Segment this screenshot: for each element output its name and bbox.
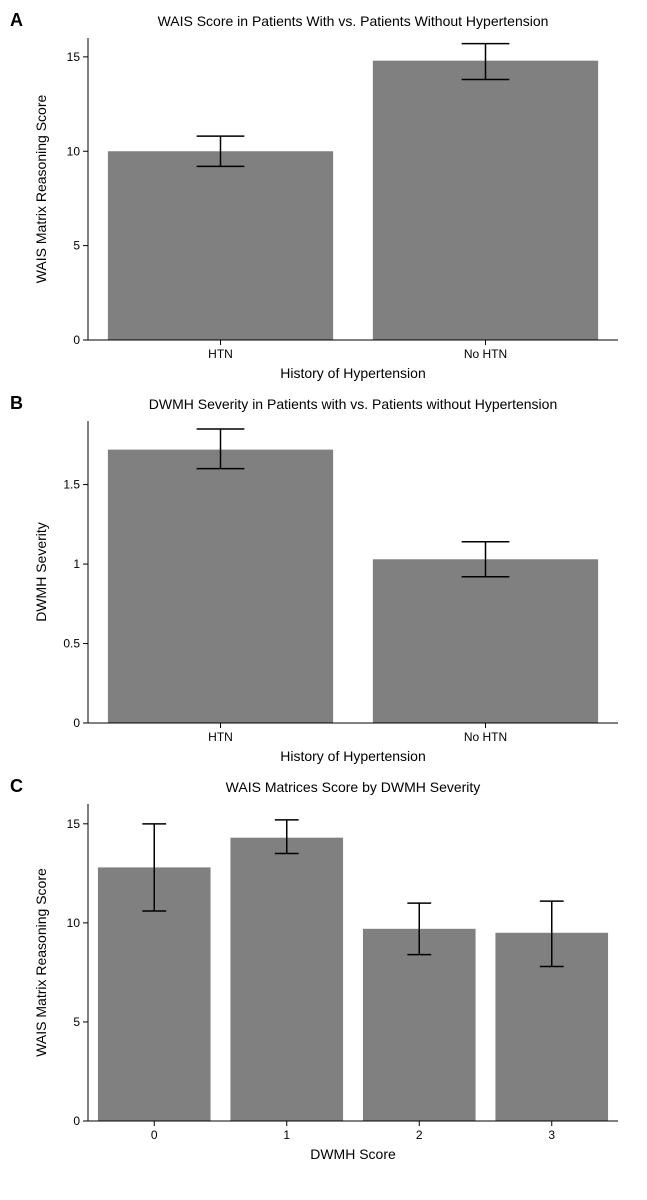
x-tick-label: HTN — [208, 730, 233, 744]
y-tick-label: 0 — [73, 333, 80, 347]
x-tick-label: 0 — [151, 1128, 158, 1142]
y-tick-label: 10 — [67, 916, 81, 930]
panel-a: A WAIS Score in Patients With vs. Patien… — [10, 10, 637, 385]
chart-title: WAIS Matrices Score by DWMH Severity — [226, 779, 481, 795]
panel-a-chart: WAIS Score in Patients With vs. Patients… — [28, 10, 637, 385]
panel-a-label: A — [10, 10, 23, 31]
x-tick-label: No HTN — [464, 347, 507, 361]
y-axis-label: WAIS Matrix Reasoning Score — [33, 868, 49, 1057]
x-tick-label: 3 — [548, 1128, 555, 1142]
y-tick-label: 5 — [73, 239, 80, 253]
panel-c: C WAIS Matrices Score by DWMH Severity 0 5… — [10, 776, 637, 1166]
y-axis-label: DWMH Severity — [33, 522, 49, 622]
bar — [373, 559, 598, 723]
y-tick-label: 5 — [73, 1015, 80, 1029]
y-tick-label: 10 — [67, 144, 81, 158]
y-axis-label: WAIS Matrix Reasoning Score — [33, 95, 49, 284]
panel-b-chart: DWMH Severity in Patients with vs. Patie… — [28, 393, 637, 768]
x-tick-label: HTN — [208, 347, 233, 361]
bar — [108, 151, 333, 340]
bar — [363, 929, 476, 1121]
bar — [373, 61, 598, 340]
x-axis-label: History of Hypertension — [280, 365, 426, 381]
panel-b-label: B — [10, 393, 23, 414]
y-tick-label: 0 — [73, 1114, 80, 1128]
y-tick-label: 0 — [73, 716, 80, 730]
y-tick-label: 0.5 — [63, 637, 80, 651]
panel-c-label: C — [10, 776, 23, 797]
x-tick-label: 1 — [283, 1128, 290, 1142]
x-tick-label: No HTN — [464, 730, 507, 744]
bar — [230, 838, 343, 1121]
x-axis-label: DWMH Score — [310, 1146, 396, 1162]
panel-c-chart: WAIS Matrices Score by DWMH Severity0510… — [28, 776, 637, 1166]
y-tick-label: 1.5 — [63, 478, 80, 492]
y-tick-label: 1 — [73, 557, 80, 571]
panel-b: B DWMH Severity in Patients with vs. Pat… — [10, 393, 637, 768]
y-tick-label: 15 — [67, 50, 81, 64]
chart-title: WAIS Score in Patients With vs. Patients… — [158, 13, 549, 29]
y-tick-label: 15 — [67, 817, 81, 831]
x-tick-label: 2 — [416, 1128, 423, 1142]
x-axis-label: History of Hypertension — [280, 748, 426, 764]
chart-title: DWMH Severity in Patients with vs. Patie… — [149, 396, 558, 412]
bar — [108, 450, 333, 723]
